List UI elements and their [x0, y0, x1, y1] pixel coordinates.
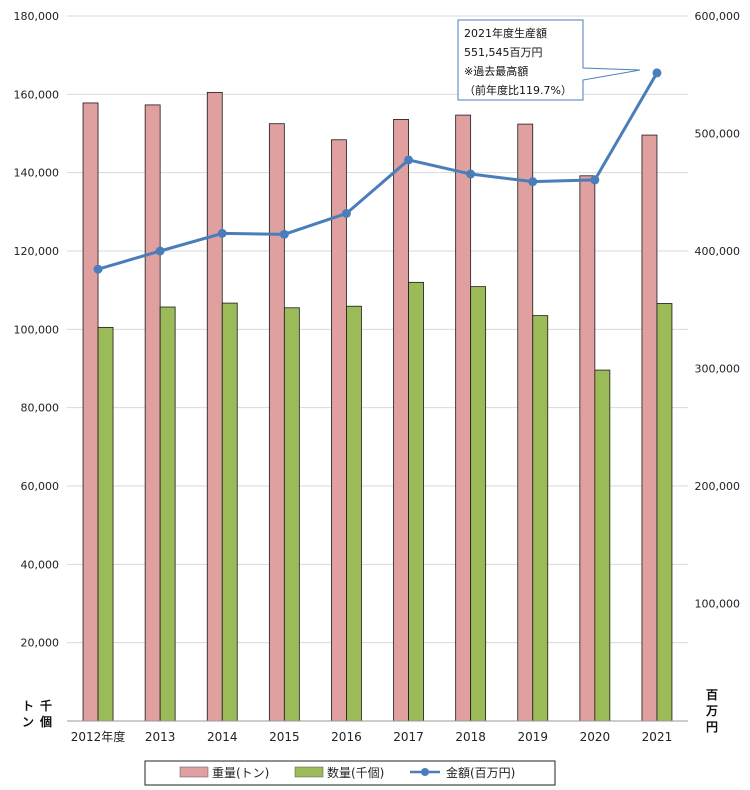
- right-tick-label: 500,000: [695, 128, 741, 141]
- left-tick-label: 180,000: [14, 10, 60, 23]
- value-point: [93, 264, 103, 274]
- left-unit-1b: 個: [39, 714, 52, 729]
- category-label: 2016: [331, 730, 362, 744]
- bar-quantity: [346, 305, 362, 722]
- value-line: [97, 72, 659, 271]
- left-axis-ticks: 20,000 40,000 60,000 80,000 100,000 120,000 14…: [14, 10, 60, 650]
- legend-marker-value: [421, 768, 429, 776]
- bar-weight: [455, 114, 472, 722]
- right-tick-label: 400,000: [695, 245, 741, 258]
- left-tick-label: 160,000: [14, 88, 60, 101]
- category-label: 2021: [642, 730, 673, 744]
- bar-weight: [206, 91, 223, 722]
- bar-quantity: [221, 302, 238, 722]
- left-tick-label: 40,000: [21, 558, 60, 571]
- left-tick-label: 120,000: [14, 245, 60, 258]
- bar-weight: [331, 139, 347, 722]
- value-point: [279, 229, 289, 239]
- bar-weight: [641, 134, 658, 722]
- right-unit-1: 百: [706, 688, 718, 702]
- left-unit-2: ト: [22, 699, 34, 713]
- category-label: 2012年度: [71, 729, 126, 744]
- legend: 重量(トン) 数量(千個) 金額(百万円): [144, 760, 556, 786]
- value-point: [466, 169, 476, 179]
- right-unit-2: 万: [705, 704, 718, 718]
- category-label: 2015: [269, 730, 300, 744]
- left-tick-label: 140,000: [14, 167, 60, 180]
- category-label: 2018: [455, 730, 486, 744]
- callout-box: [457, 19, 641, 101]
- bar-weight: [268, 123, 285, 722]
- bar-quantity: [594, 369, 611, 722]
- bars-group: [82, 91, 673, 722]
- legend-box: [144, 760, 556, 786]
- value-line-group: [93, 68, 662, 274]
- legend-label-weight: 重量(トン): [212, 766, 269, 780]
- left-tick-label: 80,000: [21, 402, 60, 415]
- right-tick-label: 300,000: [695, 363, 741, 376]
- bar-quantity: [283, 307, 300, 722]
- category-label: 2020: [580, 730, 611, 744]
- value-point: [404, 155, 414, 165]
- left-unit-1: 千: [40, 698, 52, 713]
- bar-weight: [579, 175, 596, 722]
- right-tick-label: 100,000: [695, 598, 741, 611]
- annotation-callout: 2021年度生産額 551,545百万円 ※過去最高額 （前年度比119.7%）: [457, 19, 641, 101]
- bar-quantity: [408, 281, 424, 722]
- category-label: 2017: [393, 730, 424, 744]
- category-label: 2014: [207, 730, 238, 744]
- legend-label-quantity: 数量(千個): [327, 765, 384, 780]
- value-point: [652, 68, 662, 78]
- callout-line-3: ※過去最高額: [464, 64, 528, 78]
- legend-label-value: 金額(百万円): [446, 765, 515, 780]
- right-unit-3: 円: [706, 720, 718, 734]
- value-point: [217, 228, 227, 238]
- legend-swatch-weight: [179, 766, 209, 778]
- legend-swatch-quantity: [294, 766, 324, 778]
- bar-weight: [82, 102, 99, 722]
- left-tick-label: 60,000: [21, 480, 60, 493]
- category-label: 2019: [517, 730, 548, 744]
- left-tick-label: 20,000: [21, 637, 60, 650]
- bar-weight: [393, 119, 409, 722]
- right-tick-label: 200,000: [695, 480, 741, 493]
- category-label: 2013: [145, 730, 176, 744]
- bar-quantity: [656, 303, 673, 722]
- category-labels: 2012年度 2013 2014 2015 2016 2017 2018 2019 2020 20…: [71, 729, 672, 744]
- bar-weight: [517, 123, 534, 722]
- value-point: [155, 246, 165, 256]
- bar-weight: [144, 104, 161, 722]
- right-tick-label: 600,000: [695, 10, 741, 23]
- right-axis-ticks: 100,000 200,000 300,000 400,000 500,000 600,0…: [695, 10, 741, 611]
- value-point: [341, 208, 351, 218]
- bar-quantity: [97, 326, 114, 722]
- left-unit-2b: ン: [22, 715, 34, 729]
- left-tick-label: 100,000: [14, 323, 60, 336]
- bar-quantity: [470, 286, 487, 722]
- callout-line-2: 551,545百万円: [464, 46, 543, 59]
- bar-quantity: [532, 315, 549, 722]
- callout-line-1: 2021年度生産額: [464, 26, 547, 40]
- value-point: [590, 175, 600, 185]
- value-point: [528, 177, 538, 187]
- bar-quantity: [159, 306, 176, 722]
- callout-line-4: （前年度比119.7%）: [464, 83, 572, 97]
